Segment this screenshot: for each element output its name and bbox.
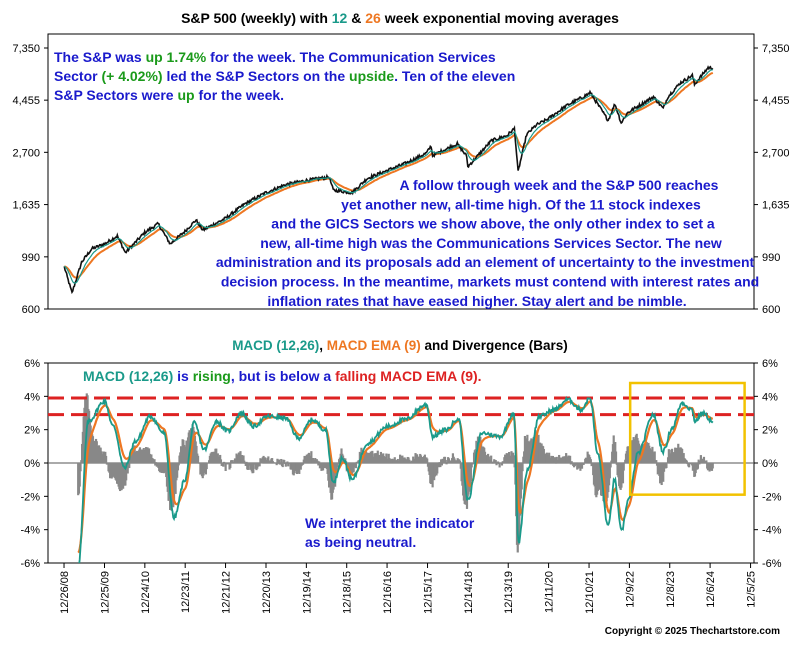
macd-status-part: , but is below a — [231, 368, 335, 384]
commentary-line: decision process. In the meantime, marke… — [221, 274, 759, 290]
top-annotation-part: Sector — [54, 68, 101, 84]
price-chart-title: S&P 500 (weekly) with 12 & 26 week expon… — [181, 10, 619, 26]
x-tick-label: 12/20/13 — [261, 571, 273, 614]
price-y-label-left: 2,700 — [12, 147, 40, 159]
x-tick-label: 12/25/09 — [99, 571, 111, 614]
price-y-label-right: 1,635 — [762, 200, 790, 212]
macd-y-label-left: 2% — [24, 425, 40, 437]
x-tick-label: 12/9/22 — [624, 571, 636, 608]
x-tick-label: 12/13/19 — [503, 571, 515, 614]
macd-interpretation-annotation: We interpret the indicator as being neutr… — [305, 515, 475, 550]
macd-status-part: rising — [193, 368, 231, 384]
highlight-box — [628, 381, 746, 496]
price-y-label-right: 990 — [762, 252, 780, 264]
x-tick-label: 12/24/10 — [140, 571, 152, 614]
macd-status-part: MACD (12,26) — [83, 368, 173, 384]
price-y-label-right: 600 — [762, 304, 780, 316]
macd-status-part: falling — [335, 368, 376, 384]
top-annotation-part: for the week. — [195, 87, 284, 103]
x-tick-label: 12/18/15 — [342, 571, 354, 614]
macd-y-label-left: -6% — [20, 558, 40, 570]
x-tick-label: 12/19/14 — [301, 571, 313, 614]
price-title-part-1: 12 — [332, 10, 348, 26]
top-annotation-part: (+ 4.02%) — [101, 68, 162, 84]
macd-y-label-left: 4% — [24, 391, 40, 403]
macd-interpretation-line: We interpret the indicator — [305, 515, 475, 531]
x-tick-label: 12/11/20 — [544, 571, 556, 613]
price-line — [63, 65, 714, 295]
macd-y-label-left: 6% — [24, 358, 40, 370]
top-annotation-part: for the week. The Communication Services — [206, 49, 496, 65]
top-annotation-part: S&P Sectors were — [54, 87, 177, 103]
top-annotation-part: up 1.74% — [146, 49, 207, 65]
top-annotation-part: up — [177, 87, 194, 103]
macd-y-label-right: -6% — [762, 558, 782, 570]
price-title-part-4: week exponential moving averages — [381, 10, 619, 26]
macd-y-label-right: 6% — [762, 358, 778, 370]
ema12-line — [63, 69, 713, 284]
x-tick-label: 12/21/12 — [221, 571, 233, 614]
x-tick-label: 12/14/18 — [463, 571, 475, 614]
market-commentary: A follow through week and the S&P 500 re… — [216, 177, 759, 309]
macd-y-label-left: 0% — [24, 458, 40, 470]
x-tick-label: 12/23/11 — [180, 571, 192, 613]
commentary-line: new, all-time high was the Communication… — [260, 235, 722, 251]
commentary-line: yet another new, all-time high. Of the 1… — [341, 196, 701, 212]
x-tick-label: 12/16/16 — [382, 571, 394, 614]
x-tick-label: 12/6/24 — [705, 571, 717, 608]
macd-y-label-right: 2% — [762, 425, 778, 437]
x-tick-label: 12/15/17 — [423, 571, 435, 614]
macd-title-part-0: MACD (12,26) — [232, 338, 319, 353]
macd-line — [78, 395, 714, 563]
x-tick-label: 12/5/25 — [746, 571, 758, 608]
macd-status-part: MACD EMA (9). — [376, 368, 481, 384]
commentary-line: and the GICS Sectors we show above, the … — [271, 216, 715, 232]
price-y-label-left: 990 — [22, 252, 40, 264]
top-annotation-part: led the S&P Sectors on the — [163, 68, 349, 84]
price-title-part-0: S&P 500 (weekly) with — [181, 10, 332, 26]
macd-y-label-left: -2% — [20, 491, 40, 503]
price-y-label-left: 4,455 — [12, 95, 40, 107]
macd-y-label-right: -2% — [762, 491, 782, 503]
macd-y-label-right: -4% — [762, 525, 782, 537]
price-panel-frame — [47, 33, 755, 310]
macd-title-part-2: MACD EMA (9) — [327, 338, 421, 353]
x-tick-label: 12/8/23 — [665, 571, 677, 608]
x-tick-label: 12/10/21 — [584, 571, 596, 614]
macd-plot-area — [48, 393, 754, 563]
macd-y-label-right: 0% — [762, 458, 778, 470]
price-y-label-left: 1,635 — [12, 200, 40, 212]
ema26-line — [64, 71, 714, 279]
top-annotation-part: . Ten of the eleven — [394, 68, 515, 84]
macd-y-label-right: 4% — [762, 391, 778, 403]
macd-y-label-left: -4% — [20, 525, 40, 537]
commentary-line: inflation rates that have eased higher. … — [267, 293, 686, 309]
x-tick-label: 12/26/08 — [59, 571, 71, 614]
macd-status-part: is — [173, 368, 192, 384]
macd-status-annotation: MACD (12,26) is rising, but is below a f… — [83, 368, 482, 384]
macd-title-part-1: , — [319, 338, 327, 353]
top-annotation-part: upside — [349, 68, 394, 84]
macd-interpretation-line: as being neutral. — [305, 534, 416, 550]
top-annotation-part: The S&P was — [54, 49, 146, 65]
weekly-summary-annotation: The S&P was up 1.74% for the week. The C… — [54, 49, 515, 103]
macd-chart-title: MACD (12,26), MACD EMA (9) and Divergenc… — [232, 338, 568, 353]
price-y-label-right: 4,455 — [762, 95, 790, 107]
price-y-label-right: 7,350 — [762, 43, 790, 55]
macd-title-part-3: and Divergence (Bars) — [421, 338, 568, 353]
price-title-part-2: & — [347, 10, 365, 26]
price-y-label-right: 2,700 — [762, 147, 790, 159]
copyright-notice: Copyright © 2025 Thechartstore.com — [605, 626, 780, 637]
commentary-line: administration and its proposals add an … — [216, 254, 755, 270]
price-y-label-left: 600 — [22, 304, 40, 316]
commentary-line: A follow through week and the S&P 500 re… — [400, 177, 719, 193]
price-title-part-3: 26 — [365, 10, 381, 26]
price-y-label-left: 7,350 — [12, 43, 40, 55]
